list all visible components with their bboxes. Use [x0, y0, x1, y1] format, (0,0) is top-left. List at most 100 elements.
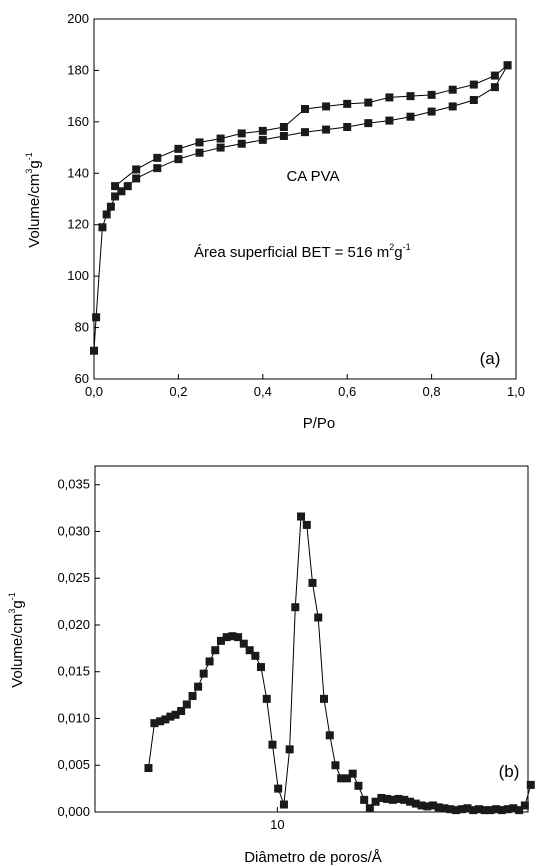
panel-a-data-point	[174, 155, 183, 164]
panel-a-data-point	[301, 105, 309, 113]
panel-b-data-point	[394, 794, 403, 803]
panel-a-data-point	[406, 112, 415, 121]
panel-a-x-tick-label: 0,4	[254, 384, 272, 399]
panel-b-data-point	[463, 804, 472, 813]
panel-a-y-tick-label: 120	[67, 217, 89, 232]
panel-b-data-point	[205, 657, 214, 666]
panel-a-data-point	[153, 164, 162, 173]
panel-b-data-point	[486, 806, 495, 815]
panel-b-data-point	[515, 806, 524, 815]
panel-b-y-tick-label: 0,005	[57, 757, 90, 772]
panel-b-data-point	[371, 797, 380, 806]
panel-a-data-point	[216, 134, 225, 143]
panel-b-data-point	[171, 710, 180, 719]
panel-b-data-point	[520, 801, 529, 810]
panel-a-data-point	[111, 182, 120, 191]
panel-b-x-ticks: 10	[270, 807, 285, 832]
panel-b-y-tick-label: 0,015	[57, 664, 90, 679]
panel-a-y-tick-label: 140	[67, 165, 89, 180]
panel-b-data-point	[348, 769, 357, 778]
panel-b-data-point	[497, 806, 506, 815]
panel-b-plot-frame	[94, 465, 529, 813]
panel-a-bet-sup1: 2	[389, 242, 394, 252]
panel-b-data-point	[144, 764, 153, 773]
panel-b-data-point	[291, 603, 300, 612]
panel-a-y-title-mid: g	[26, 160, 43, 168]
panel-b-tag: (b)	[499, 762, 520, 781]
panel-b-data-point	[314, 613, 323, 622]
panel-b-data-point	[188, 692, 197, 701]
panel-b-data-point	[365, 804, 374, 813]
panel-b-data-point	[319, 694, 328, 703]
panel-b-data-point	[406, 797, 415, 806]
panel-b-y-axis-title: Volume/cm3g-1	[7, 592, 26, 688]
panel-b-data-point	[302, 520, 311, 529]
panel-a-bet-text: Área superficial BET = 516 m	[194, 244, 389, 261]
panel-a-y-axis-title: Volume/cm3g-1	[24, 152, 43, 248]
panel-a-data-point	[92, 313, 101, 322]
panel-b-data-point	[526, 780, 535, 789]
panel-b-data-point	[182, 700, 191, 709]
panel-a-bet-mid: g	[394, 244, 402, 261]
panel-a-x-axis-title: P/Po	[303, 415, 336, 432]
panel-a-data-point	[301, 128, 309, 137]
panel-b-data-point	[245, 646, 254, 655]
panel-a-data-point	[427, 107, 436, 116]
panel-a-data-point	[343, 123, 352, 131]
panel-b-y-tick-label: 0,000	[57, 804, 90, 819]
panel-b-data-point	[451, 806, 460, 815]
panel-b-data-point	[509, 804, 518, 813]
panel-a-data-point	[132, 174, 141, 183]
panel-b-y-tick-label: 0,010	[57, 710, 90, 725]
panel-b-data-point	[417, 801, 426, 810]
panel-a-data-point	[385, 116, 394, 125]
panel-b-data-point	[434, 803, 443, 812]
panel-b-data-point	[503, 805, 512, 814]
panel-b-data-point	[150, 719, 159, 728]
panel-a-y-tick-label: 200	[67, 11, 89, 26]
panel-b-data-point	[423, 802, 432, 811]
panel-a-data-point	[469, 96, 478, 104]
panel-a-data-point	[195, 148, 204, 157]
panel-a-series-line	[93, 65, 509, 351]
panel-a-data-point	[364, 98, 373, 107]
panel-a-x-tick-label: 0,2	[169, 384, 187, 399]
panel-b-data-point	[274, 784, 283, 793]
panel-b-data-point	[199, 669, 208, 678]
panel-b-data-point	[228, 632, 237, 641]
panel-a-data-point	[406, 92, 415, 101]
panel-b-y-tick-label: 0,030	[57, 523, 90, 538]
panel-a-data-point	[132, 165, 141, 174]
panel-a-series	[90, 61, 512, 355]
panel-b-y-title-sup1: 3	[7, 609, 17, 614]
panel-b-y-title-sup2: -1	[7, 592, 17, 600]
panel-b-data-point	[383, 794, 392, 803]
panel-a-data-point	[448, 85, 457, 94]
panel-a-y-tick-label: 60	[75, 371, 89, 386]
panel-a-data-point	[322, 102, 331, 111]
panel-a-data-point	[279, 123, 288, 131]
panel-b-data-point	[342, 774, 351, 783]
panel-b-data-point	[156, 717, 165, 726]
panel-b-data-point	[216, 636, 225, 645]
panel-a-bet-annotation: Área superficial BET = 516 m2g-1	[194, 242, 411, 261]
panel-a-data-point	[490, 71, 499, 80]
panel-b-data-point	[234, 633, 243, 642]
panel-a-bet-sup2: -1	[403, 242, 411, 252]
panel-b-data-point	[388, 795, 397, 804]
panel-b-data-point	[251, 651, 260, 660]
panel-a-y-tick-label: 160	[67, 114, 89, 129]
panel-a-data-point	[258, 126, 267, 135]
panel-a-data-point	[153, 153, 162, 162]
panel-b-data-point	[194, 682, 203, 691]
panel-b-data-point	[161, 715, 170, 724]
panel-a-data-point	[448, 102, 457, 111]
panel-b-y-tick-label: 0,025	[57, 570, 90, 585]
panel-b-y-tick-label: 0,035	[57, 477, 90, 492]
panel-b-data-point	[331, 761, 340, 770]
panel-b-data-point	[166, 712, 175, 721]
panel-b-data-point	[440, 804, 449, 813]
panel-b-y-ticks: 0,000 0,005 0,010 0,015 0,020 0,025 0,030 0,035	[57, 477, 100, 819]
panel-a-y-title-sup2: -1	[24, 152, 34, 160]
panel-a-x-tick-label: 0,6	[338, 384, 356, 399]
